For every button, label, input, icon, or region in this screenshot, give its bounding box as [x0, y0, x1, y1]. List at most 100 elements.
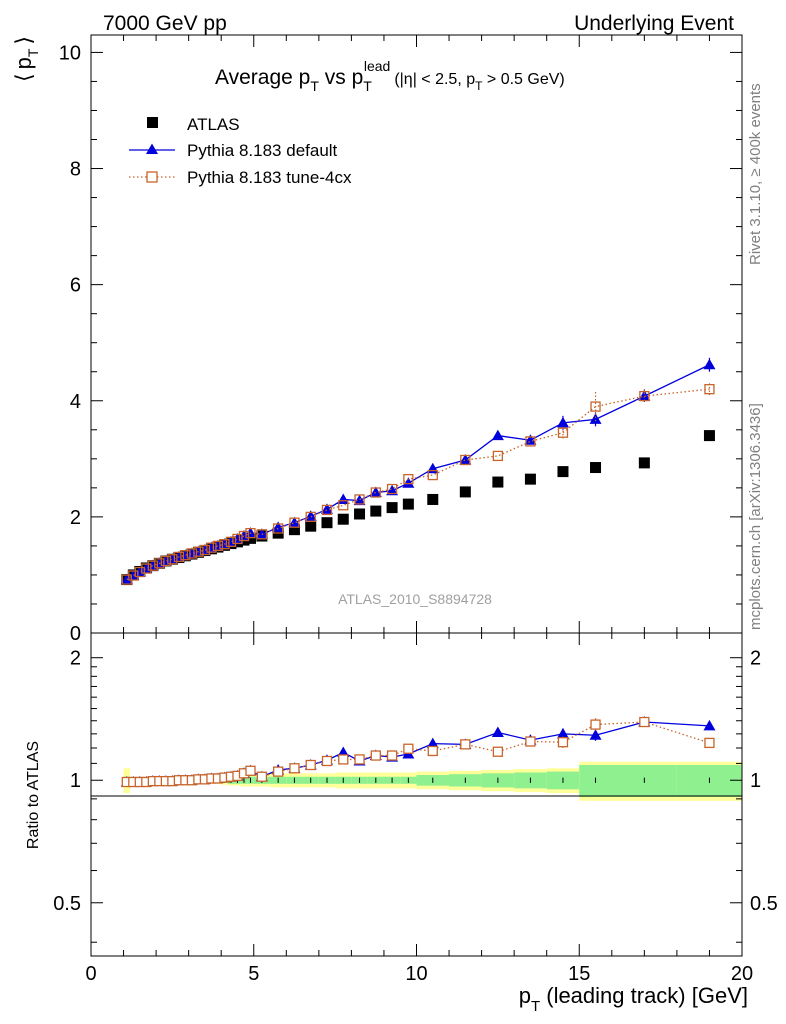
ratio-y-tick-label: 2 — [70, 648, 81, 670]
point-pythia-8-183-tune-4cx — [147, 560, 158, 571]
point-pythia-8-183-default — [386, 484, 399, 496]
point-atlas — [386, 502, 398, 514]
x-tick-label: 0 — [85, 963, 96, 985]
point-pythia-8-183-tune-4cx — [173, 551, 185, 563]
point-atlas — [354, 508, 366, 520]
point-pythia-8-183-tune-4cx — [590, 401, 601, 412]
main-y-axis: 0 2 4 6 8 10 — [59, 35, 743, 645]
point-atlas — [459, 486, 471, 498]
ratio-y-tick-label-right: 2 — [750, 648, 761, 670]
point-pythia-8-183-default — [288, 516, 301, 528]
point-pythia-8-183-tune-4cx — [238, 530, 250, 542]
point-pythia-8-183-tune-4cx — [639, 390, 650, 402]
ratio-point-pythia-8-183-tune-4cx — [704, 737, 715, 749]
ratio-point-pythia-8-183-tune-4cx — [427, 745, 438, 757]
legend-marker-atlas — [147, 117, 158, 128]
main-series — [120, 357, 716, 586]
point-pythia-8-183-tune-4cx — [704, 384, 715, 395]
point-pythia-8-183-default — [369, 486, 382, 497]
point-pythia-8-183-tune-4cx — [525, 436, 536, 447]
main-y-tick-label: 6 — [70, 275, 81, 297]
point-atlas — [244, 532, 256, 544]
ratio-point-pythia-8-183-default — [491, 726, 504, 738]
point-pythia-8-183-tune-4cx — [386, 483, 398, 495]
legend: ATLAS Pythia 8.183 default Pythia 8.183 … — [129, 115, 352, 187]
point-pythia-8-183-default — [524, 434, 537, 445]
ratio-point-pythia-8-183-tune-4cx — [460, 739, 471, 750]
point-pythia-8-183-tune-4cx — [460, 454, 471, 466]
point-atlas — [638, 457, 650, 469]
point-pythia-8-183-tune-4cx — [225, 536, 237, 547]
main-y-tick-label: 8 — [70, 159, 81, 181]
ratio-series — [120, 716, 716, 788]
point-pythia-8-183-tune-4cx — [256, 529, 268, 540]
point-atlas — [305, 520, 317, 532]
ratio-point-pythia-8-183-tune-4cx — [403, 743, 414, 754]
point-pythia-8-183-default — [320, 503, 333, 514]
ratio-panel: 0.5 0.5 1 1 2 2 0 5 10 15 20 Ratio to ATLAS pT (l… — [25, 632, 778, 1015]
series-line-pythia-8-183-tune-4cx — [126, 388, 710, 581]
ratio-y-label: Ratio to ATLAS — [25, 741, 42, 849]
point-pythia-8-183-tune-4cx — [321, 504, 333, 516]
point-atlas — [370, 505, 382, 517]
point-pythia-8-183-default — [272, 521, 285, 532]
main-y-tick-label: 0 — [70, 623, 81, 645]
point-pythia-8-183-default — [589, 413, 602, 424]
main-y-tick-label: 4 — [70, 391, 81, 413]
ratio-point-pythia-8-183-tune-4cx — [557, 737, 569, 748]
ratio-point-pythia-8-183-tune-4cx — [245, 765, 256, 776]
legend-marker-pythia-default — [146, 143, 158, 154]
point-pythia-8-183-tune-4cx — [338, 500, 349, 511]
ratio-point-pythia-8-183-tune-4cx — [386, 750, 398, 761]
legend-marker-pythia-4cx — [146, 171, 158, 183]
ratio-point-pythia-8-183-tune-4cx — [525, 736, 536, 747]
point-pythia-8-183-default — [353, 494, 366, 506]
ratio-point-pythia-8-183-tune-4cx — [639, 716, 650, 728]
ratio-point-pythia-8-183-tune-4cx — [370, 750, 381, 761]
mcplots-label: mcplots.cern.ch [arXiv:1306.3436] — [747, 403, 764, 630]
ratio-point-pythia-8-183-tune-4cx — [289, 763, 300, 774]
header-left: 7000 GeV pp — [103, 12, 227, 35]
point-pythia-8-183-tune-4cx — [305, 511, 316, 523]
point-pythia-8-183-tune-4cx — [289, 517, 300, 528]
point-atlas — [524, 473, 536, 485]
main-panel: 0 2 4 6 8 10 Average pT vs pTlead(|η| < 2.5, … — [11, 34, 743, 645]
ratio-point-pythia-8-183-tune-4cx — [492, 746, 504, 757]
point-atlas — [337, 513, 349, 525]
legend-item-atlas: ATLAS — [147, 115, 240, 134]
legend-item-pythia-4cx: Pythia 8.183 tune-4cx — [129, 168, 352, 187]
point-pythia-8-183-default — [556, 416, 569, 428]
ratio-point-pythia-8-183-tune-4cx — [354, 754, 365, 765]
ratio-point-pythia-8-183-tune-4cx — [321, 755, 333, 767]
point-pythia-8-183-tune-4cx — [141, 563, 152, 574]
ratio-point-pythia-8-183-tune-4cx — [590, 719, 601, 730]
point-pythia-8-183-tune-4cx — [186, 548, 198, 559]
ratio-y-tick-label: 1 — [70, 770, 81, 792]
point-atlas — [492, 476, 504, 488]
point-atlas — [288, 524, 300, 536]
legend-item-pythia-default: Pythia 8.183 default — [129, 141, 338, 160]
point-pythia-8-183-tune-4cx — [557, 427, 569, 438]
point-pythia-8-183-tune-4cx — [403, 473, 414, 485]
point-pythia-8-183-default — [459, 453, 472, 465]
point-pythia-8-183-default — [638, 390, 651, 401]
ratio-point-pythia-8-183-tune-4cx — [256, 771, 268, 782]
band-inner — [579, 765, 677, 797]
ratio-point-pythia-8-183-default — [426, 737, 439, 749]
point-atlas — [557, 466, 569, 478]
chart-title: Average pT vs pTlead(|η| < 2.5, pT > 0.5… — [215, 58, 565, 94]
point-pythia-8-183-tune-4cx — [427, 469, 438, 481]
point-pythia-8-183-tune-4cx — [354, 494, 365, 505]
point-pythia-8-183-tune-4cx — [245, 527, 256, 539]
legend-label-pythia-4cx: Pythia 8.183 tune-4cx — [187, 168, 352, 187]
ratio-y-tick-label-right: 1 — [750, 770, 761, 792]
point-pythia-8-183-default — [402, 477, 415, 488]
point-pythia-8-183-tune-4cx — [199, 544, 211, 556]
point-pythia-8-183-default — [133, 566, 146, 577]
ratio-point-pythia-8-183-default — [703, 719, 716, 731]
point-atlas — [321, 517, 333, 529]
ratio-point-pythia-8-183-default — [556, 727, 569, 739]
main-y-tick-label: 2 — [70, 507, 81, 529]
x-axis: 0 5 10 15 20 — [85, 633, 753, 985]
